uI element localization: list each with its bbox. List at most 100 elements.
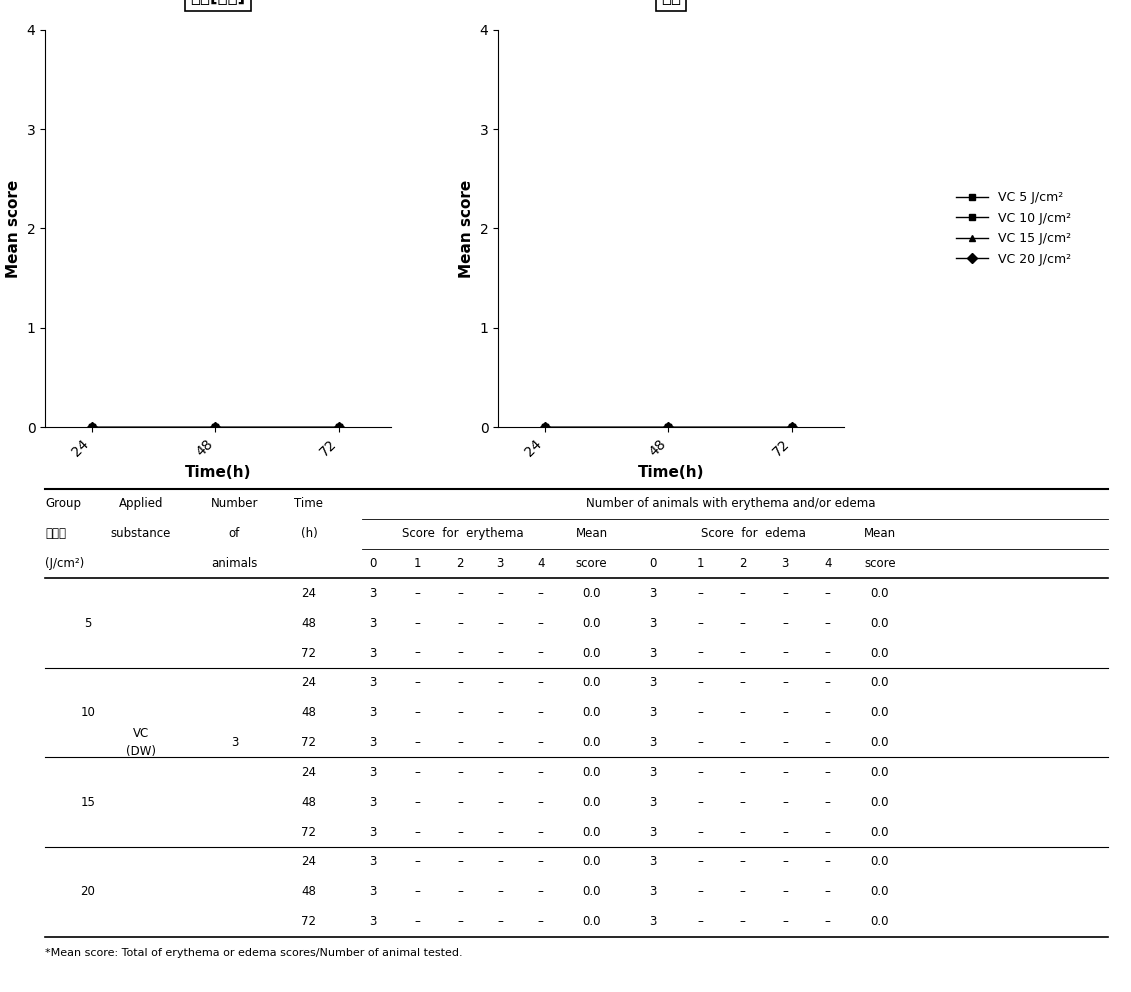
Text: 0.0: 0.0 <box>871 825 889 838</box>
Text: substance: substance <box>111 527 171 541</box>
Text: –: – <box>414 677 421 689</box>
Text: –: – <box>414 825 421 838</box>
Text: –: – <box>457 736 463 749</box>
Text: 0.0: 0.0 <box>582 825 601 838</box>
Text: Group: Group <box>45 497 81 510</box>
Text: 3: 3 <box>782 557 789 570</box>
Text: 0.0: 0.0 <box>871 647 889 660</box>
Text: 3: 3 <box>649 617 657 630</box>
Text: –: – <box>537 647 544 660</box>
Text: –: – <box>697 677 703 689</box>
Text: 3: 3 <box>369 825 377 838</box>
Text: 3: 3 <box>369 796 377 808</box>
Text: 24: 24 <box>301 855 317 868</box>
Text: 0.0: 0.0 <box>871 587 889 600</box>
Text: –: – <box>824 587 830 600</box>
Text: Score  for  erythema: Score for erythema <box>403 527 524 541</box>
Text: 0.0: 0.0 <box>582 796 601 808</box>
Text: –: – <box>740 736 745 749</box>
Text: 3: 3 <box>369 885 377 899</box>
Text: Applied: Applied <box>119 497 163 510</box>
Text: –: – <box>783 677 788 689</box>
Text: –: – <box>740 647 745 660</box>
Text: –: – <box>740 587 745 600</box>
Text: 72: 72 <box>301 916 317 929</box>
Text: –: – <box>783 736 788 749</box>
Text: 3: 3 <box>649 706 657 719</box>
VC 5 J/cm² <box>208 422 222 434</box>
Text: –: – <box>498 766 503 779</box>
Text: –: – <box>457 587 463 600</box>
Legend: VC 5 J/cm², VC 10 J/cm², VC 15 J/cm², VC 20 J/cm²: VC 5 J/cm², VC 10 J/cm², VC 15 J/cm², VC… <box>951 186 1076 271</box>
Text: 3: 3 <box>649 677 657 689</box>
Text: –: – <box>498 677 503 689</box>
Text: –: – <box>457 855 463 868</box>
Text: –: – <box>498 855 503 868</box>
Text: 0.0: 0.0 <box>582 677 601 689</box>
Text: animals: animals <box>211 557 258 570</box>
Text: –: – <box>740 855 745 868</box>
VC 5 J/cm² <box>85 422 98 434</box>
Text: 0.0: 0.0 <box>582 885 601 899</box>
Text: –: – <box>824 916 830 929</box>
Text: 0: 0 <box>649 557 657 570</box>
Text: Number: Number <box>210 497 258 510</box>
Text: –: – <box>740 706 745 719</box>
Text: –: – <box>740 766 745 779</box>
Text: –: – <box>537 706 544 719</box>
Line: VC 15 J/cm²: VC 15 J/cm² <box>542 424 796 431</box>
Line: VC 5 J/cm²: VC 5 J/cm² <box>542 424 796 431</box>
Text: 0.0: 0.0 <box>582 736 601 749</box>
Text: 2: 2 <box>739 557 746 570</box>
Text: –: – <box>498 736 503 749</box>
Text: (J/cm²): (J/cm²) <box>45 557 85 570</box>
VC 15 J/cm² <box>538 422 552 434</box>
Text: –: – <box>498 647 503 660</box>
Text: 4: 4 <box>824 557 831 570</box>
Text: 0.0: 0.0 <box>582 617 601 630</box>
VC 20 J/cm² <box>786 422 800 434</box>
Text: 0: 0 <box>369 557 377 570</box>
Text: –: – <box>824 706 830 719</box>
Text: –: – <box>498 587 503 600</box>
Text: 0.0: 0.0 <box>871 766 889 779</box>
VC 20 J/cm² <box>662 422 675 434</box>
Text: –: – <box>414 617 421 630</box>
Text: 24: 24 <box>301 677 317 689</box>
Text: –: – <box>498 885 503 899</box>
Text: 3: 3 <box>649 916 657 929</box>
Text: –: – <box>414 647 421 660</box>
VC 15 J/cm² <box>786 422 800 434</box>
Text: 3: 3 <box>649 855 657 868</box>
Text: 0.0: 0.0 <box>871 916 889 929</box>
VC 5 J/cm² <box>538 422 552 434</box>
Text: –: – <box>457 706 463 719</box>
Text: 부종: 부종 <box>661 0 681 6</box>
VC 20 J/cm² <box>85 422 98 434</box>
Text: –: – <box>740 677 745 689</box>
Text: *Mean score: Total of erythema or edema scores/Number of animal tested.: *Mean score: Total of erythema or edema … <box>45 948 463 958</box>
Text: 3: 3 <box>649 796 657 808</box>
Text: 1: 1 <box>414 557 421 570</box>
Text: –: – <box>414 587 421 600</box>
Text: –: – <box>537 855 544 868</box>
Text: –: – <box>740 825 745 838</box>
Text: 0.0: 0.0 <box>871 736 889 749</box>
Text: –: – <box>457 825 463 838</box>
Text: 0.0: 0.0 <box>582 587 601 600</box>
Text: Mean: Mean <box>864 527 896 541</box>
Text: –: – <box>783 766 788 779</box>
VC 10 J/cm² <box>333 422 346 434</box>
Text: –: – <box>783 796 788 808</box>
Text: 24: 24 <box>301 766 317 779</box>
Text: –: – <box>414 766 421 779</box>
Text: –: – <box>414 736 421 749</box>
Text: –: – <box>697 885 703 899</box>
Text: 0.0: 0.0 <box>871 885 889 899</box>
Text: Time: Time <box>294 497 323 510</box>
Text: 48: 48 <box>302 796 317 808</box>
Text: –: – <box>783 647 788 660</box>
VC 10 J/cm² <box>662 422 675 434</box>
Text: –: – <box>537 617 544 630</box>
Text: 3: 3 <box>231 736 239 749</box>
